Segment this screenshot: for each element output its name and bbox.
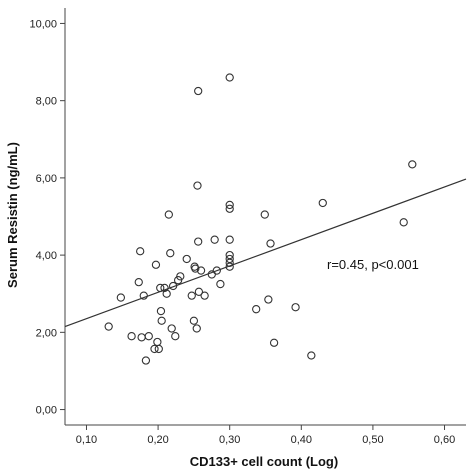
- data-point: [150, 344, 159, 354]
- correlation-annotation: r=0.45, p<0.001: [327, 257, 419, 272]
- data-point: [116, 293, 126, 302]
- data-point: [164, 210, 173, 219]
- y-tick-label: 4,00: [36, 250, 57, 262]
- data-point: [189, 316, 199, 325]
- x-axis-title: CD133+ cell count (Log): [190, 454, 338, 469]
- data-point: [291, 303, 300, 312]
- data-point: [210, 235, 219, 244]
- data-point: [182, 254, 191, 264]
- data-point: [399, 218, 408, 227]
- ticks-layer: 0,10 0,20 0,30 0,40 0,50 0,60 0,00 2,00 4,00 6,00…: [29, 18, 455, 446]
- data-point: [187, 291, 196, 300]
- data-point: [192, 324, 201, 333]
- data-point: [194, 237, 203, 246]
- y-tick-label: 2,00: [36, 327, 57, 339]
- data-point: [176, 272, 185, 281]
- data-point: [200, 291, 209, 300]
- data-point: [156, 306, 166, 316]
- x-tick-label: 0,30: [219, 434, 240, 446]
- data-point: [136, 247, 145, 256]
- data-point: [166, 249, 175, 258]
- x-tick-label: 0,60: [434, 434, 455, 446]
- data-point: [269, 338, 279, 347]
- data-point: [171, 332, 180, 341]
- data-point: [137, 333, 146, 342]
- data-point: [144, 332, 153, 341]
- y-tick-label: 0,00: [36, 405, 57, 417]
- data-point: [154, 344, 163, 354]
- data-point: [264, 295, 273, 304]
- points-layer: [104, 73, 417, 365]
- data-point: [167, 324, 176, 333]
- data-point: [157, 316, 166, 325]
- data-point: [153, 337, 162, 347]
- data-point: [141, 356, 151, 365]
- data-point: [127, 332, 136, 341]
- x-tick-label: 0,50: [362, 434, 383, 446]
- data-point: [194, 86, 203, 96]
- data-point: [266, 239, 275, 248]
- y-axis-title: Serum Resistin (ng/mL): [5, 142, 20, 288]
- y-tick-label: 10,00: [29, 18, 57, 30]
- data-point: [134, 277, 143, 287]
- data-point: [162, 289, 171, 298]
- data-point: [191, 264, 200, 273]
- data-point: [318, 198, 327, 208]
- data-point: [307, 351, 316, 360]
- x-tick-label: 0,20: [147, 434, 168, 446]
- data-point: [225, 200, 234, 210]
- data-point: [408, 160, 417, 169]
- data-point: [225, 73, 234, 82]
- data-point: [225, 204, 234, 213]
- data-point: [225, 235, 234, 244]
- data-point: [196, 266, 206, 275]
- data-point: [216, 279, 225, 289]
- data-point: [194, 287, 204, 296]
- data-point: [151, 260, 161, 269]
- data-point: [260, 210, 269, 219]
- x-tick-label: 0,10: [76, 434, 97, 446]
- y-tick-label: 8,00: [36, 96, 57, 108]
- data-point: [193, 181, 202, 190]
- data-point: [104, 322, 113, 331]
- fit-line: [64, 178, 467, 328]
- y-tick-label: 6,00: [36, 173, 57, 185]
- data-point: [160, 283, 169, 293]
- data-point: [212, 266, 221, 275]
- x-tick-label: 0,40: [291, 434, 312, 446]
- data-point: [252, 305, 261, 314]
